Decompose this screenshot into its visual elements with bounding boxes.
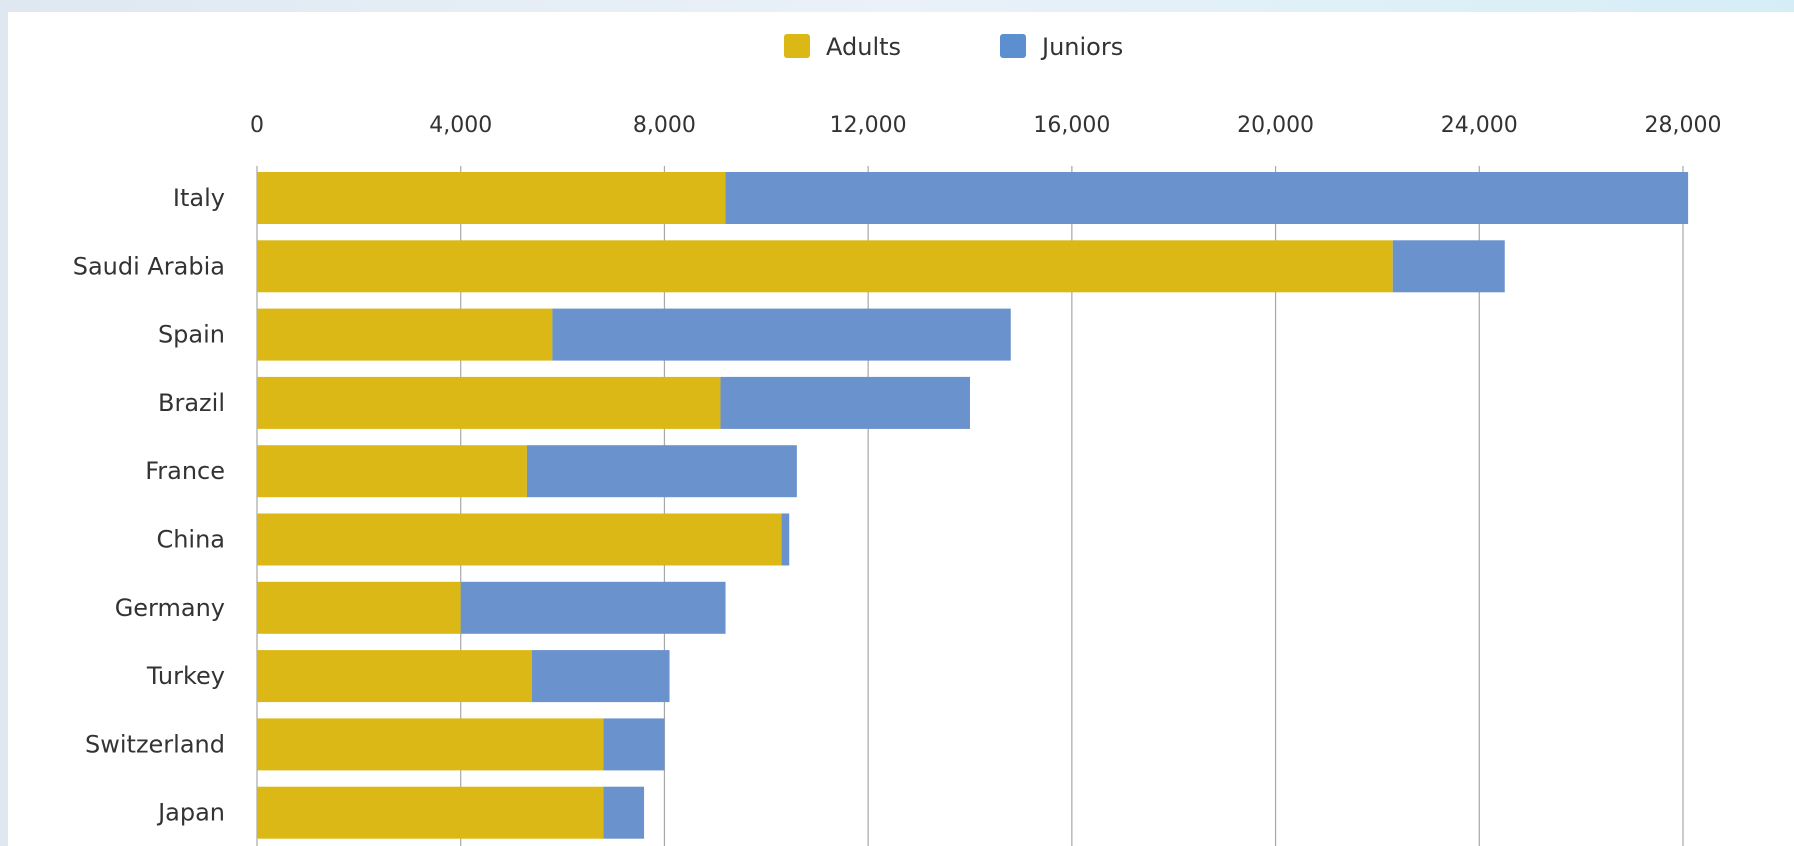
- category-label: Japan: [156, 799, 225, 827]
- bar-juniors-italy: [725, 172, 1689, 224]
- category-label: China: [156, 526, 225, 554]
- bar-adults-switzerland: [257, 718, 604, 771]
- category-label: Italy: [173, 184, 225, 212]
- category-label: Turkey: [146, 662, 225, 690]
- bar-adults-saudi-arabia: [257, 240, 1393, 293]
- x-tick-label: 16,000: [1033, 113, 1110, 138]
- bar-adults-italy: [257, 172, 726, 224]
- bar-juniors-switzerland: [603, 718, 665, 771]
- bar-adults-spain: [257, 308, 553, 361]
- x-tick-label: 28,000: [1645, 113, 1722, 138]
- bar-juniors-japan: [603, 786, 645, 839]
- bar-juniors-france: [526, 445, 797, 498]
- bar-adults-turkey: [257, 650, 533, 703]
- legend-label-adults: Adults: [826, 33, 901, 61]
- bar-adults-japan: [257, 786, 604, 839]
- legend-swatch-juniors: [1000, 34, 1026, 58]
- bar-juniors-brazil: [720, 376, 970, 429]
- bar-adults-brazil: [257, 376, 721, 429]
- category-label: Brazil: [158, 389, 225, 417]
- bar-adults-germany: [257, 581, 461, 634]
- bar-adults-france: [257, 445, 527, 498]
- legend: Adults Juniors: [784, 33, 1123, 61]
- category-label: Switzerland: [85, 730, 225, 758]
- bars: [257, 172, 1689, 839]
- legend-swatch-adults: [784, 34, 810, 58]
- chart-card: [8, 12, 1794, 846]
- category-label: Saudi Arabia: [73, 252, 225, 280]
- bar-juniors-saudi-arabia: [1392, 240, 1505, 293]
- category-label: Spain: [158, 321, 225, 349]
- bar-juniors-turkey: [532, 650, 670, 703]
- bar-juniors-china: [781, 513, 790, 566]
- category-label: Germany: [115, 594, 225, 622]
- bar-adults-china: [257, 513, 782, 566]
- category-label: France: [145, 457, 225, 485]
- category-labels: Italy Saudi Arabia Spain Brazil France China G…: [73, 184, 225, 827]
- bar-juniors-germany: [460, 581, 726, 634]
- x-tick-label: 0: [250, 113, 264, 138]
- x-tick-label: 20,000: [1237, 113, 1314, 138]
- legend-label-juniors: Juniors: [1040, 33, 1123, 61]
- x-tick-label: 12,000: [830, 113, 907, 138]
- x-tick-label: 8,000: [633, 113, 696, 138]
- x-tick-label: 4,000: [429, 113, 492, 138]
- x-tick-label: 24,000: [1441, 113, 1518, 138]
- bar-juniors-spain: [552, 308, 1011, 361]
- x-axis-tick-labels: 0 4,000 8,000 12,000 16,000 20,000 24,000 28,00…: [250, 113, 1721, 138]
